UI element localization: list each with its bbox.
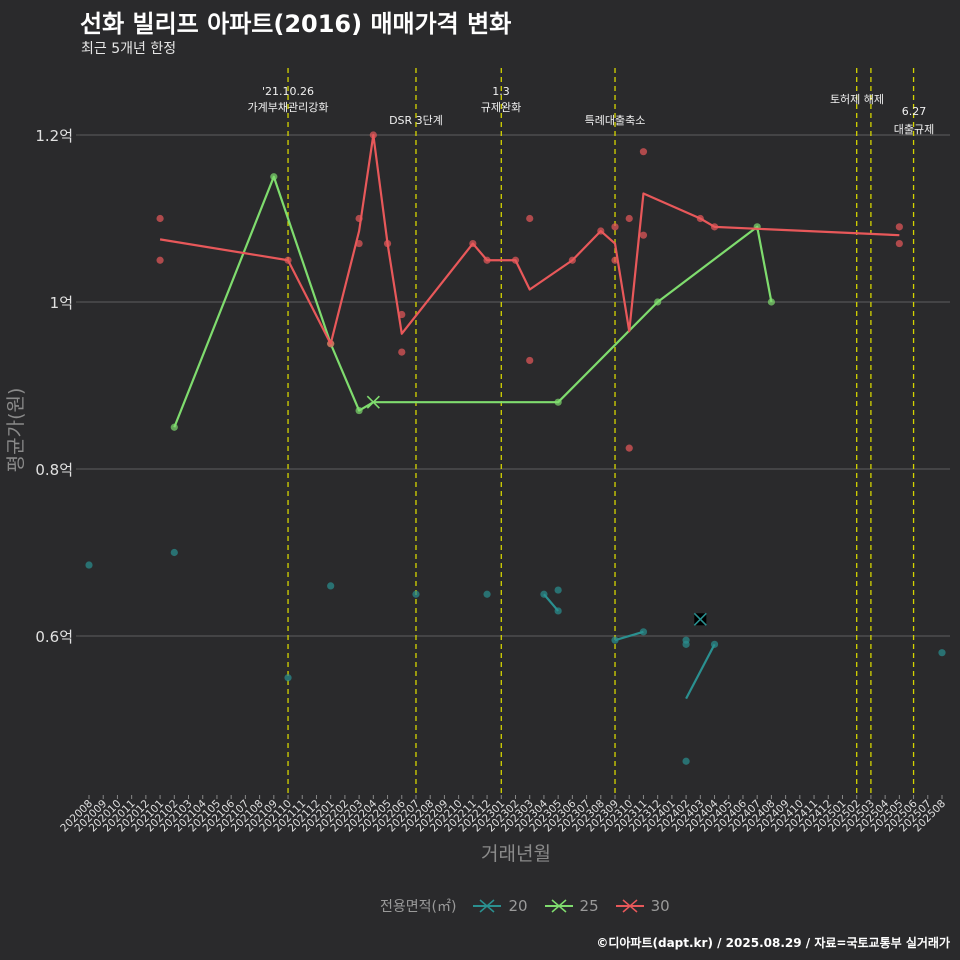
event-label: 6.27	[902, 105, 927, 118]
series-25	[170, 173, 776, 431]
data-point	[327, 582, 335, 590]
series-line	[614, 630, 644, 642]
data-point	[682, 757, 690, 765]
data-point	[639, 148, 648, 156]
series-line	[685, 643, 716, 700]
y-tick-label: 1억	[50, 294, 73, 312]
legend-key-20-icon	[473, 899, 502, 913]
data-point	[682, 640, 690, 648]
data-point	[625, 214, 633, 223]
chart-title: 선화 빌리프 아파트(2016) 매매가격 변화	[80, 10, 512, 38]
gridlines	[80, 134, 950, 637]
series-line	[543, 593, 559, 612]
legend: 전용면적(㎡) 20 25 30	[380, 896, 678, 916]
chart-subtitle: 최근 5개년 한정	[81, 41, 177, 57]
event-label: 가계부채관리강화	[248, 101, 329, 114]
series-20	[85, 548, 946, 765]
data-point	[639, 628, 648, 636]
data-point	[526, 356, 534, 365]
data-point	[85, 561, 93, 569]
data-point	[895, 239, 903, 248]
event-label: 특례대출축소	[585, 114, 646, 127]
data-point	[526, 214, 534, 223]
legend-label-30: 30	[650, 897, 670, 915]
event-label: 토허제 해제	[830, 92, 884, 106]
series-line	[159, 133, 900, 345]
event-label: 대출규제	[894, 123, 934, 136]
data-point	[625, 444, 633, 452]
legend-label-20: 20	[508, 897, 528, 915]
data-point	[639, 231, 648, 239]
data-point	[895, 223, 903, 231]
data-point	[170, 548, 178, 557]
data-point	[156, 256, 164, 264]
y-tick-label: 0.6억	[35, 628, 73, 646]
data-point	[412, 590, 420, 598]
event-lines	[287, 68, 915, 795]
event-label: '21.10.26	[262, 85, 314, 98]
y-axis-title: 평균가(원)	[5, 388, 27, 473]
source-caption: ©디아파트(dapt.kr) / 2025.08.29 / 자료=국토교통부 실…	[596, 936, 950, 950]
data-point	[284, 674, 292, 682]
data-point	[938, 649, 946, 657]
x-axis-title: 거래년월	[481, 843, 551, 865]
data-point	[398, 348, 406, 356]
y-axis: 0.6억 0.8억 1억 1.2억	[35, 127, 80, 646]
event-label: 1.3	[492, 85, 510, 98]
y-tick-label: 1.2억	[35, 127, 73, 145]
y-tick-label: 0.8억	[35, 461, 73, 479]
legend-title: 전용면적(㎡)	[380, 899, 457, 915]
series-30	[156, 131, 903, 452]
legend-label-25: 25	[579, 897, 599, 915]
data-point	[483, 590, 491, 598]
legend-key-25-icon	[544, 899, 573, 913]
series-layer	[85, 131, 946, 765]
event-label: 규제완화	[481, 101, 521, 114]
cross-marker	[693, 612, 707, 626]
x-axis: 2020082020092020102020112020122021012021…	[58, 795, 948, 834]
data-point	[554, 586, 562, 594]
event-label: DSR 3단계	[389, 114, 443, 127]
data-point	[611, 223, 619, 231]
data-point	[156, 214, 164, 223]
cross-marker	[366, 395, 380, 409]
legend-key-30-icon	[615, 899, 644, 913]
